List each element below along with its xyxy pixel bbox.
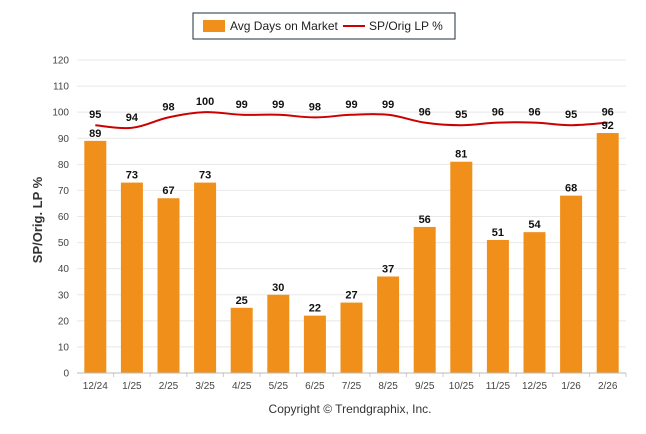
- y-axis-label: SP/Orig. LP %: [30, 176, 45, 263]
- bar-data-label: 30: [272, 282, 284, 294]
- bar: [596, 133, 619, 373]
- legend-swatch-bar: [203, 20, 225, 32]
- y-tick-label: 60: [58, 212, 70, 223]
- bar-data-label: 56: [419, 214, 431, 226]
- bar-data-label: 89: [89, 128, 101, 140]
- line-data-label: 100: [196, 96, 214, 108]
- y-tick-label: 90: [58, 134, 70, 145]
- line-data-label: 95: [455, 109, 467, 121]
- y-tick-label: 110: [53, 82, 69, 93]
- bar-data-label: 73: [199, 170, 211, 182]
- y-tick-label: 80: [58, 160, 70, 171]
- bar: [194, 182, 217, 373]
- y-tick-label: 50: [58, 238, 70, 249]
- bar-data-label: 22: [309, 303, 321, 315]
- line-data-label: 96: [602, 107, 614, 119]
- bar: [303, 315, 326, 373]
- x-tick-label: 8/25: [378, 381, 398, 392]
- x-tick-label: 4/25: [232, 381, 252, 392]
- x-axis-ticks: 12/24 1/25 2/25 3/25 4/25 5/25 6/25 7/25 8/25 9/2…: [83, 373, 627, 392]
- legend-label-bar: Avg Days on Market: [230, 19, 338, 33]
- line-path: [95, 111, 608, 130]
- line-data-label: 94: [126, 112, 139, 124]
- x-tick-label: 1/25: [122, 381, 142, 392]
- bar-data-label: 81: [455, 149, 467, 161]
- y-tick-label: 30: [58, 290, 70, 301]
- line-data-label: 99: [382, 99, 394, 111]
- x-tick-label: 6/25: [305, 381, 325, 392]
- x-tick-label: 1/26: [561, 381, 581, 392]
- y-tick-label: 20: [58, 316, 70, 327]
- x-tick-label: 11/25: [486, 381, 511, 392]
- x-tick-label: 9/25: [415, 381, 435, 392]
- bar-data-label: 73: [126, 170, 138, 182]
- line-data-label: 99: [345, 99, 357, 111]
- line-data-label: 96: [419, 107, 431, 119]
- bar: [340, 302, 363, 373]
- x-tick-label: 12/25: [522, 381, 547, 392]
- x-tick-label: 3/25: [195, 381, 215, 392]
- line-series: [95, 111, 608, 130]
- bar: [413, 226, 436, 373]
- line-data-label: 98: [162, 101, 174, 113]
- bar: [450, 161, 473, 373]
- y-tick-label: 100: [52, 108, 69, 119]
- bar: [523, 232, 546, 373]
- line-data-label: 98: [309, 101, 321, 113]
- bar: [84, 140, 107, 373]
- y-tick-label: 70: [58, 186, 70, 197]
- x-tick-label: 2/26: [598, 381, 618, 392]
- bar: [267, 294, 290, 373]
- data-labels: 89 73 67 73 25 30 22 27 37 56 81 51 54 68 92 95 94 98 100 9…: [89, 96, 614, 314]
- bar: [486, 239, 509, 373]
- x-tick-label: 7/25: [342, 381, 362, 392]
- bar: [157, 198, 180, 373]
- x-tick-label: 10/25: [449, 381, 474, 392]
- copyright-credit: Copyright © Trendgraphix, Inc.: [269, 402, 432, 416]
- bar-data-label: 37: [382, 263, 394, 275]
- bar-data-label: 92: [602, 120, 614, 132]
- bar: [560, 195, 583, 373]
- bar-data-label: 25: [236, 295, 248, 307]
- bar-data-label: 51: [492, 227, 504, 239]
- line-data-label: 96: [528, 107, 540, 119]
- bar-data-label: 54: [528, 219, 541, 231]
- bar-data-label: 68: [565, 183, 577, 195]
- y-tick-label: 0: [63, 369, 69, 380]
- bar-data-label: 67: [162, 185, 174, 197]
- x-tick-label: 2/25: [159, 381, 179, 392]
- line-data-label: 99: [272, 99, 284, 111]
- legend-label-line: SP/Orig LP %: [369, 19, 443, 33]
- bar: [377, 276, 400, 373]
- legend-box: [192, 12, 456, 40]
- legend: Avg Days on Market SP/Orig LP %: [192, 12, 456, 40]
- y-tick-label: 120: [52, 56, 69, 67]
- line-data-label: 95: [89, 109, 101, 121]
- line-data-label: 95: [565, 109, 577, 121]
- bar: [120, 182, 143, 373]
- bar-series: [84, 133, 619, 373]
- line-data-label: 96: [492, 107, 504, 119]
- y-axis-ticks: 0 10 20 30 40 50 60 70 80 90 100 110 120: [52, 56, 69, 380]
- y-tick-label: 10: [58, 342, 70, 353]
- bar-data-label: 27: [345, 290, 357, 302]
- bar: [230, 307, 253, 373]
- line-data-label: 99: [236, 99, 248, 111]
- y-tick-label: 40: [58, 264, 70, 275]
- x-tick-label: 5/25: [269, 381, 289, 392]
- x-tick-label: 12/24: [83, 381, 108, 392]
